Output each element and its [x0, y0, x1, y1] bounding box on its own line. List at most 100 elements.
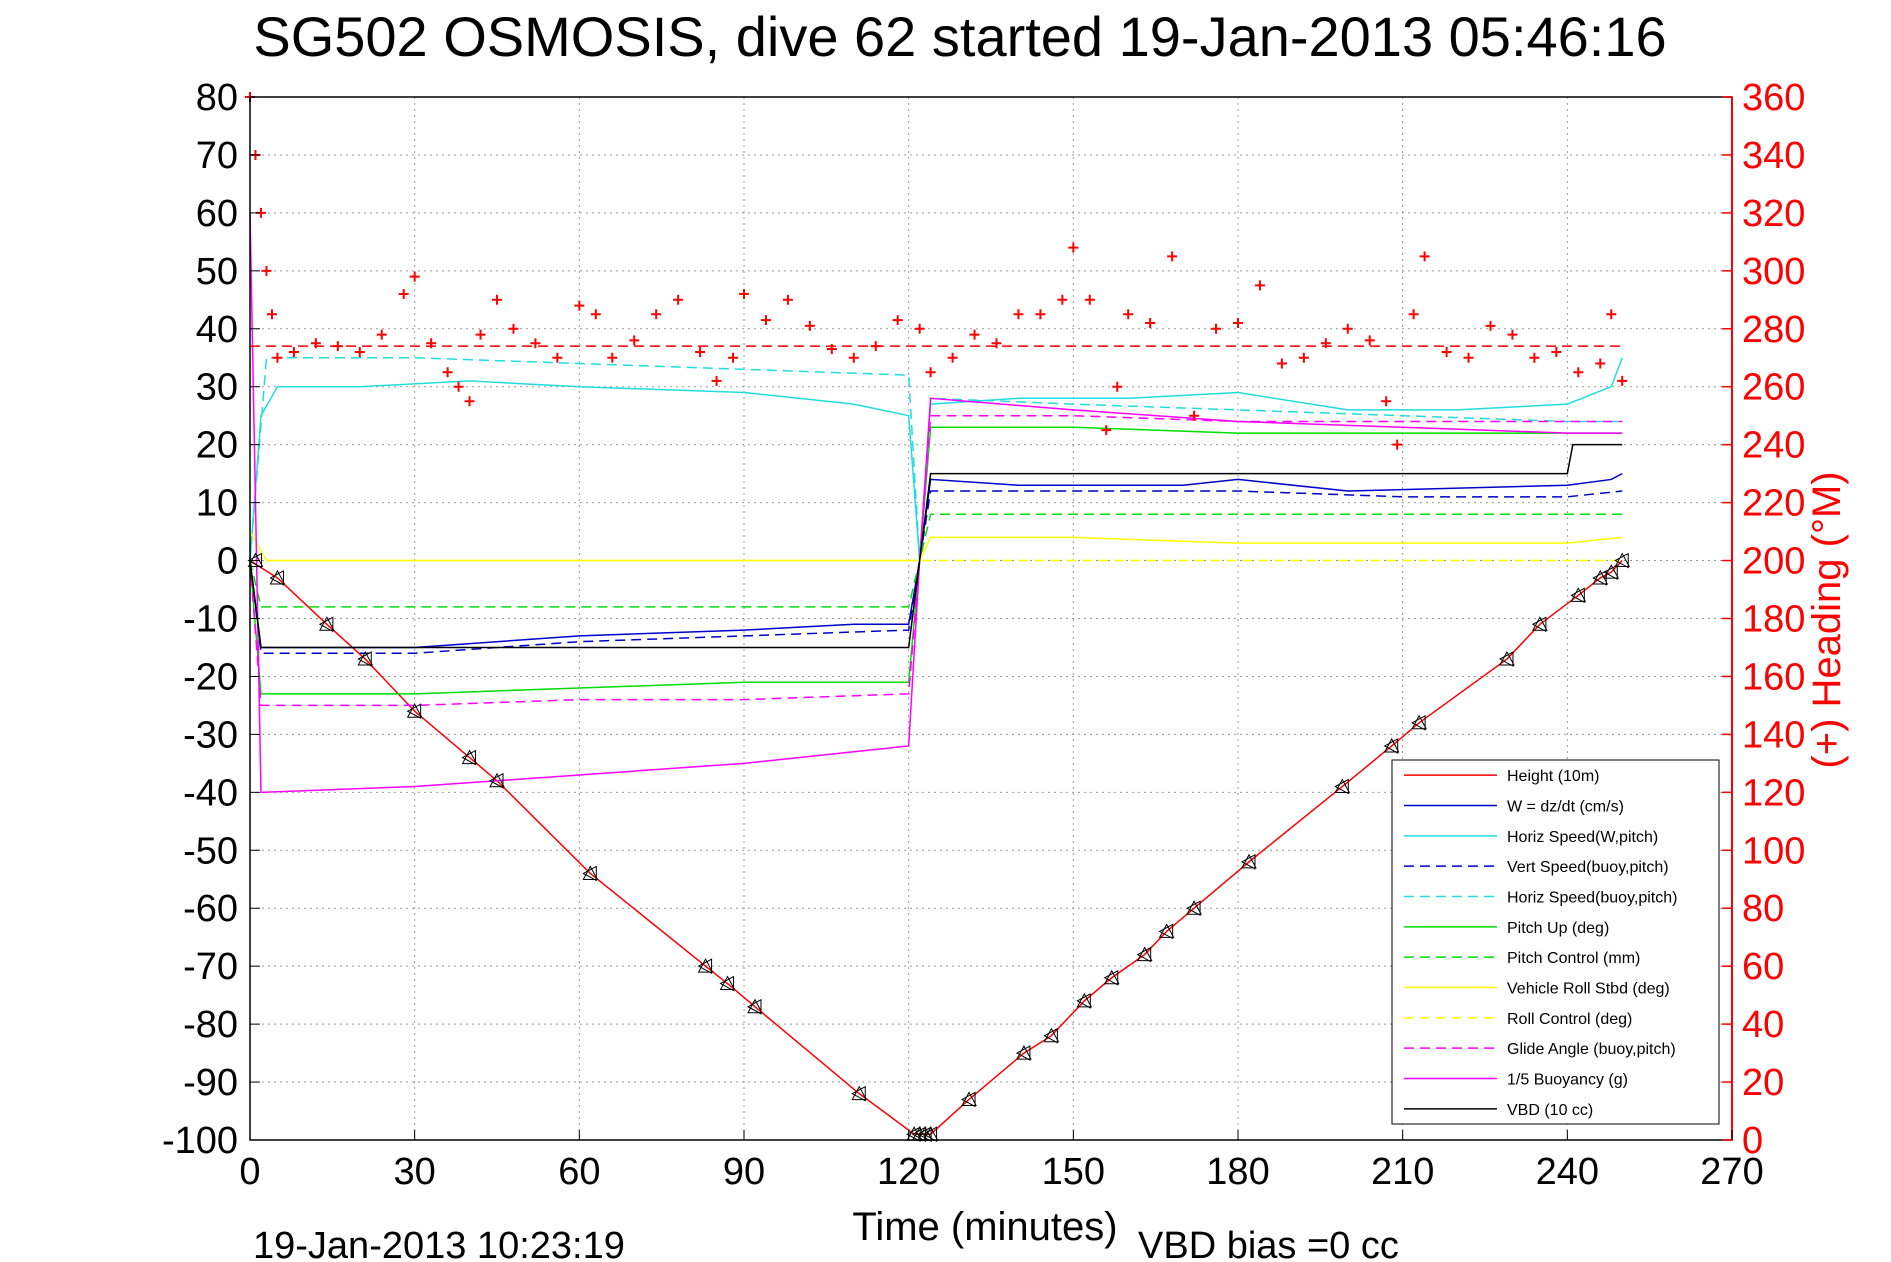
heading-point: [1507, 329, 1518, 340]
depth-marker-left: [719, 975, 735, 992]
x-axis-label: Time (minutes): [852, 1205, 1117, 1249]
heading-point: [1123, 309, 1134, 320]
heading-point: [1441, 346, 1452, 357]
depth-marker-left: [1015, 1045, 1031, 1061]
depth-marker-left: [1043, 1027, 1058, 1044]
heading-point: [442, 367, 453, 378]
heading-point: [728, 352, 739, 363]
heading-point: [1211, 323, 1222, 334]
depth-marker-left: [1103, 969, 1119, 986]
heading-point: [1145, 317, 1156, 328]
depth-marker-left: [406, 703, 422, 720]
chart-title: SG502 OSMOSIS, dive 62 started 19-Jan-20…: [253, 5, 1666, 68]
y-tick-label-right: 140: [1742, 714, 1805, 756]
depth-marker-up: [489, 772, 505, 788]
y-tick-label-right: 100: [1742, 830, 1805, 872]
heading-point: [804, 320, 815, 331]
depth-marker-up: [1334, 778, 1351, 794]
x-tick-label: 60: [558, 1151, 600, 1193]
y-tick-label-left: 60: [196, 193, 238, 235]
depth-marker-left: [1076, 993, 1091, 1009]
heading-point: [492, 294, 502, 305]
depth-marker-left: [461, 749, 477, 766]
y-tick-label-right: 220: [1742, 483, 1805, 525]
legend-entry: Horiz Speed(buoy,pitch): [1507, 890, 1677, 907]
depth-marker-up: [1614, 552, 1631, 568]
y-tick-label-right: 360: [1742, 77, 1805, 119]
depth-marker-up: [1076, 992, 1093, 1008]
y-tick-label-left: 20: [196, 425, 238, 467]
depth-marker-up: [319, 616, 335, 631]
depth-marker-up: [1241, 853, 1257, 869]
heading-point: [1298, 352, 1309, 363]
y-tick-label-left: 80: [196, 77, 238, 119]
depth-marker-left: [488, 772, 504, 789]
heading-point: [1606, 309, 1617, 320]
heading-point: [552, 352, 563, 363]
y-tick-label-right: 0: [1742, 1120, 1763, 1162]
heading-point: [1101, 425, 1112, 436]
y-tick-label-left: 0: [217, 541, 238, 583]
heading-point: [376, 329, 387, 340]
heading-point: [739, 289, 749, 300]
x-tick-label: 180: [1206, 1151, 1269, 1193]
legend: Height (10m) W = dz/dt (cm/s) Horiz Speed(…: [1391, 759, 1720, 1125]
heading-point: [354, 346, 365, 357]
heading-point: [1617, 375, 1628, 386]
y-tick-label-left: -60: [183, 888, 238, 930]
depth-markers: [247, 552, 1631, 1143]
heading-point: [409, 271, 420, 282]
heading-point: [760, 315, 771, 326]
depth-marker-left: [1240, 854, 1256, 870]
heading-point: [711, 375, 722, 386]
y-tick-label-right: 60: [1742, 946, 1784, 988]
x-tick-label: 90: [723, 1151, 765, 1193]
depth-marker-left: [1136, 946, 1152, 963]
depth-marker-up: [1570, 587, 1587, 602]
heading-point: [288, 346, 299, 357]
heading-point: [1419, 251, 1430, 262]
y-tick-label-right: 120: [1742, 772, 1805, 814]
depth-marker-up: [1043, 1027, 1060, 1043]
heading-point: [1342, 323, 1353, 334]
legend-entry: Glide Angle (buoy,pitch): [1507, 1041, 1676, 1058]
y-tick-label-right: 340: [1742, 135, 1805, 177]
depth-marker-up: [719, 975, 736, 991]
heading-point: [607, 352, 618, 363]
heading-point: [1408, 309, 1419, 320]
legend-entry: 1/5 Buoyancy (g): [1507, 1072, 1628, 1089]
heading-point: [1573, 367, 1584, 378]
x-tick-label: 120: [877, 1151, 940, 1193]
depth-marker-left: [1498, 651, 1514, 667]
y-tick-label-right: 300: [1742, 251, 1805, 293]
y-tick-label-right: 280: [1742, 309, 1805, 351]
depth-marker-left: [318, 616, 334, 633]
depth-marker-up: [747, 998, 763, 1014]
footer-timestamp: 19-Jan-2013 10:23:19: [253, 1225, 625, 1262]
depth-marker-left: [1334, 778, 1349, 795]
heading-point: [892, 315, 903, 326]
depth-marker-left: [960, 1091, 976, 1108]
depth-marker-up: [406, 703, 423, 718]
legend-entry: VBD (10 cc): [1507, 1102, 1593, 1119]
legend-entry: Pitch Up (deg): [1507, 920, 1609, 937]
y-tick-label-left: -90: [183, 1062, 238, 1104]
heading-point: [991, 338, 1002, 349]
heading-point: [1551, 346, 1562, 357]
depth-marker-left: [851, 1085, 866, 1102]
depth-marker-left: [1411, 714, 1426, 731]
depth-marker-left: [582, 865, 597, 882]
x-tick-label: 240: [1536, 1151, 1599, 1193]
series-line-glide-angle-buoy-pitch: [249, 414, 1623, 707]
y-tick-label-left: -100: [162, 1120, 238, 1162]
y-tick-label-left: -40: [183, 772, 238, 814]
heading-point: [398, 289, 409, 300]
heading-point: [266, 309, 277, 320]
legend-entry: Height (10m): [1507, 768, 1599, 785]
depth-marker-up: [1383, 737, 1400, 753]
x-tick-label: 30: [394, 1151, 436, 1193]
heading-point: [782, 294, 793, 305]
heading-point: [574, 300, 585, 311]
depth-marker-up: [1411, 714, 1427, 730]
